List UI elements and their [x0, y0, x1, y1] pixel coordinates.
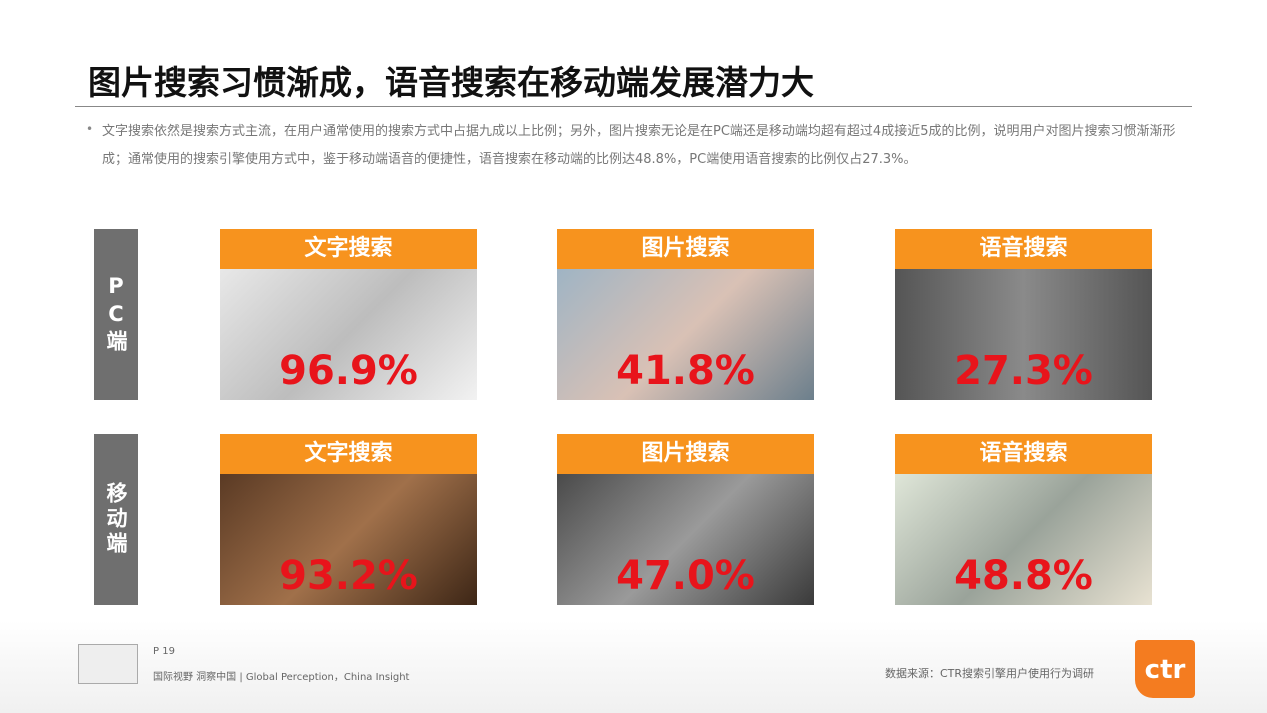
card-value: 27.3%: [954, 348, 1093, 394]
card-image: 96.9%: [220, 269, 477, 400]
card-image: 41.8%: [557, 269, 814, 400]
title: 图片搜索习惯渐成，语音搜索在移动端发展潜力大: [88, 63, 814, 102]
slogan: 国际视野 洞察中国 | Global Perception，China Insi…: [153, 672, 410, 683]
stat-card: 语音搜索 27.3%: [895, 229, 1152, 400]
stat-card: 文字搜索 93.2%: [220, 434, 477, 605]
card-image: 93.2%: [220, 474, 477, 605]
stat-card: 图片搜索 47.0%: [557, 434, 814, 605]
bullet-dot: •: [86, 122, 94, 136]
card-image: 48.8%: [895, 474, 1152, 605]
card-header: 文字搜索: [220, 229, 477, 269]
logo: ctr: [1135, 640, 1195, 698]
card-value: 93.2%: [279, 553, 418, 599]
page-number: P 19: [153, 646, 175, 657]
card-value: 47.0%: [616, 553, 755, 599]
card-header: 图片搜索: [557, 229, 814, 269]
title-rule: [75, 106, 1192, 107]
card-image: 27.3%: [895, 269, 1152, 400]
card-value: 48.8%: [954, 553, 1093, 599]
source: 数据来源：CTR搜索引擎用户使用行为调研: [885, 667, 1095, 680]
stat-card: 文字搜索 96.9%: [220, 229, 477, 400]
card-header: 图片搜索: [557, 434, 814, 474]
stat-card: 语音搜索 48.8%: [895, 434, 1152, 605]
card-image: 47.0%: [557, 474, 814, 605]
row-label: 移动端: [94, 434, 138, 605]
bullet-text: 文字搜索依然是搜索方式主流，在用户通常使用的搜索方式中占据九成以上比例；另外，图…: [102, 124, 1176, 167]
card-header: 语音搜索: [895, 434, 1152, 474]
card-header: 文字搜索: [220, 434, 477, 474]
footer-band: [0, 620, 1267, 713]
cert-icon: [78, 644, 138, 684]
card-header: 语音搜索: [895, 229, 1152, 269]
stat-card: 图片搜索 41.8%: [557, 229, 814, 400]
card-value: 96.9%: [279, 348, 418, 394]
card-value: 41.8%: [616, 348, 755, 394]
row-label: PC端: [94, 229, 138, 400]
